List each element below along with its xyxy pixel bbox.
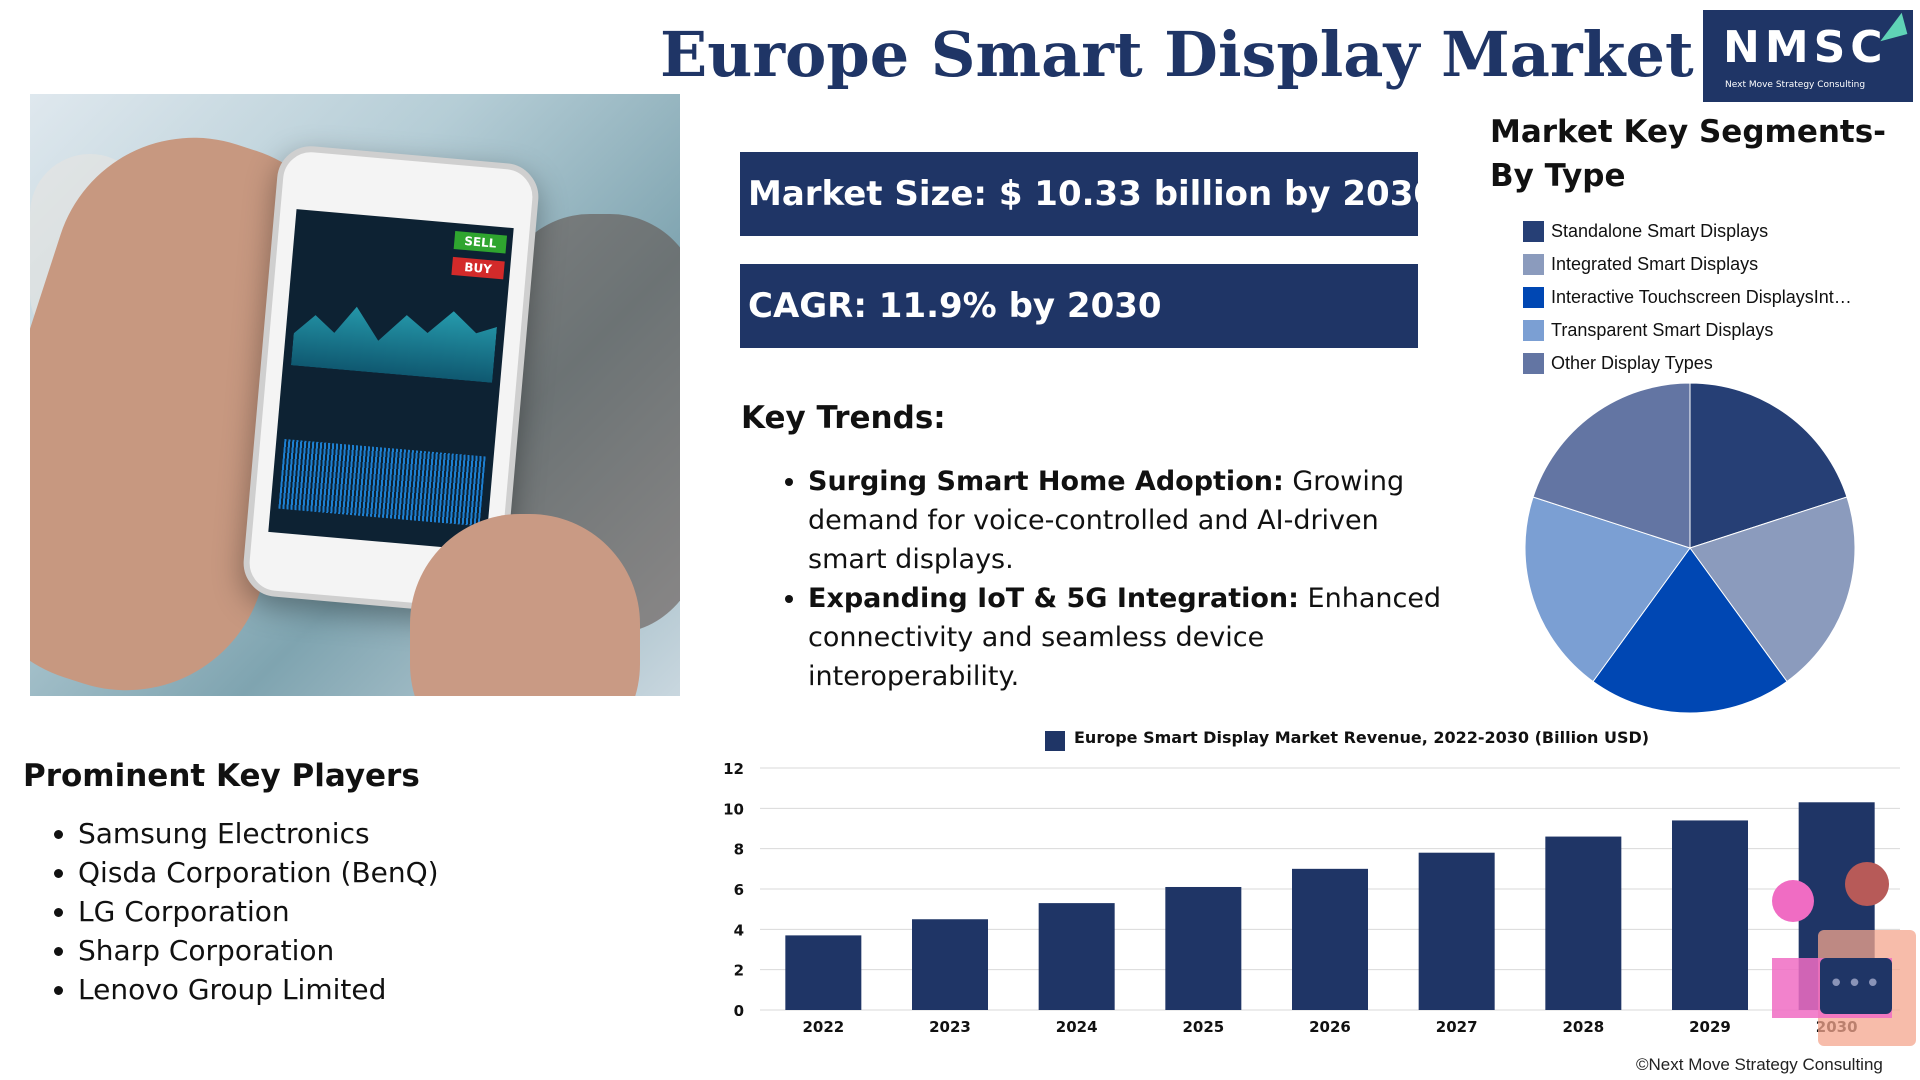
bar — [1165, 886, 1242, 1010]
player-item: Samsung Electronics — [78, 814, 439, 853]
legend-swatch — [1523, 221, 1544, 242]
copyright-text: ©Next Move Strategy Consulting — [1636, 1055, 1883, 1074]
widget-dot-red — [1845, 862, 1889, 906]
page-title: Europe Smart Display Market — [660, 18, 1694, 91]
y-tick-label: 0 — [734, 1002, 744, 1020]
legend-swatch — [1523, 254, 1544, 275]
legend-label: Transparent Smart Displays — [1551, 320, 1774, 340]
y-tick-label: 2 — [734, 962, 744, 980]
bar — [1292, 868, 1368, 1010]
key-players-list: Samsung Electronics Qisda Corporation (B… — [50, 814, 439, 1009]
y-tick-label: 12 — [723, 760, 744, 778]
bar — [1038, 903, 1115, 1010]
bar-legend-swatch — [1045, 731, 1065, 751]
x-tick-label: 2025 — [1182, 1018, 1224, 1036]
bar — [785, 935, 862, 1010]
trend-item-title: Surging Smart Home Adoption: — [808, 466, 1284, 497]
revenue-bar-chart: 0 2 4 6 8 10 12 2022 2023 2024 2025 2026 2027 2028 202… — [723, 760, 1900, 1036]
y-tick-label: 4 — [734, 921, 744, 939]
key-trends-list: Surging Smart Home Adoption: Growing dem… — [780, 462, 1448, 696]
pie-slice — [1689, 496, 1856, 683]
player-item: Sharp Corporation — [78, 931, 439, 970]
legend-label: Interactive Touchscreen DisplaysInt… — [1551, 287, 1852, 307]
logo-mark: NMSC — [1723, 22, 1888, 73]
bar — [1418, 852, 1495, 1010]
key-trends-heading: Key Trends: — [741, 400, 946, 436]
legend-label: Other Display Types — [1551, 353, 1713, 373]
segments-pie-chart — [1524, 382, 1856, 714]
cagr-box: CAGR: 11.9% by 2030 — [740, 264, 1418, 348]
segments-heading: Market Key Segments- By Type — [1490, 114, 1887, 194]
x-tick-label: 2023 — [929, 1018, 971, 1036]
photo-hand-right — [410, 514, 640, 696]
pie-slice — [1592, 547, 1788, 714]
phone-area-chart — [291, 286, 499, 383]
chat-bubble-icon[interactable]: ••• — [1820, 958, 1892, 1014]
bar — [1545, 836, 1622, 1010]
x-tick-label: 2022 — [802, 1018, 844, 1036]
pie-slice — [1689, 382, 1848, 549]
legend-label: Integrated Smart Displays — [1551, 254, 1759, 274]
phone-volume-chart — [278, 438, 486, 527]
player-item: Qisda Corporation (BenQ) — [78, 853, 439, 892]
player-item: LG Corporation — [78, 892, 439, 931]
y-tick-label: 8 — [734, 841, 744, 859]
x-tick-label: 2027 — [1436, 1018, 1478, 1036]
legend-swatch — [1523, 287, 1544, 308]
bar-legend-label: Europe Smart Display Market Revenue, 202… — [1074, 728, 1650, 747]
legend-swatch — [1523, 320, 1544, 341]
x-tick-label: 2028 — [1562, 1018, 1604, 1036]
x-tick-label: 2029 — [1689, 1018, 1731, 1036]
hero-photo: SELL BUY — [30, 94, 680, 696]
x-tick-label: 2024 — [1056, 1018, 1098, 1036]
widget-dot-pink — [1772, 880, 1814, 922]
market-size-box: Market Size: $ 10.33 billion by 2030 — [740, 152, 1437, 236]
key-players-heading: Prominent Key Players — [23, 758, 420, 794]
pie-slice — [1532, 382, 1691, 549]
trend-item-text: Growing demand for voice-controlled and … — [808, 466, 1405, 575]
trend-item-text: Enhanced connectivity and seamless devic… — [808, 583, 1442, 692]
phone-buy-badge: BUY — [451, 256, 505, 280]
y-tick-label: 10 — [723, 800, 744, 818]
pie-slice — [1524, 496, 1691, 683]
legend-swatch — [1523, 353, 1544, 374]
legend-label: Standalone Smart Displays — [1551, 221, 1769, 241]
phone-screen: SELL BUY — [268, 209, 514, 551]
logo-subtitle: Next Move Strategy Consulting — [1725, 80, 1866, 90]
bar — [912, 919, 988, 1010]
y-tick-label: 6 — [734, 881, 744, 899]
nmsc-logo: NMSC Next Move Strategy Consulting — [1703, 10, 1913, 102]
trend-item: Surging Smart Home Adoption: Growing dem… — [808, 462, 1448, 579]
phone-sell-badge: SELL — [453, 231, 508, 254]
trend-item: Expanding IoT & 5G Integration: Enhanced… — [808, 579, 1448, 696]
x-tick-label: 2026 — [1309, 1018, 1351, 1036]
trend-item-title: Expanding IoT & 5G Integration: — [808, 583, 1299, 614]
player-item: Lenovo Group Limited — [78, 970, 439, 1009]
bar — [1672, 820, 1748, 1010]
paper-plane-icon — [1874, 12, 1908, 42]
